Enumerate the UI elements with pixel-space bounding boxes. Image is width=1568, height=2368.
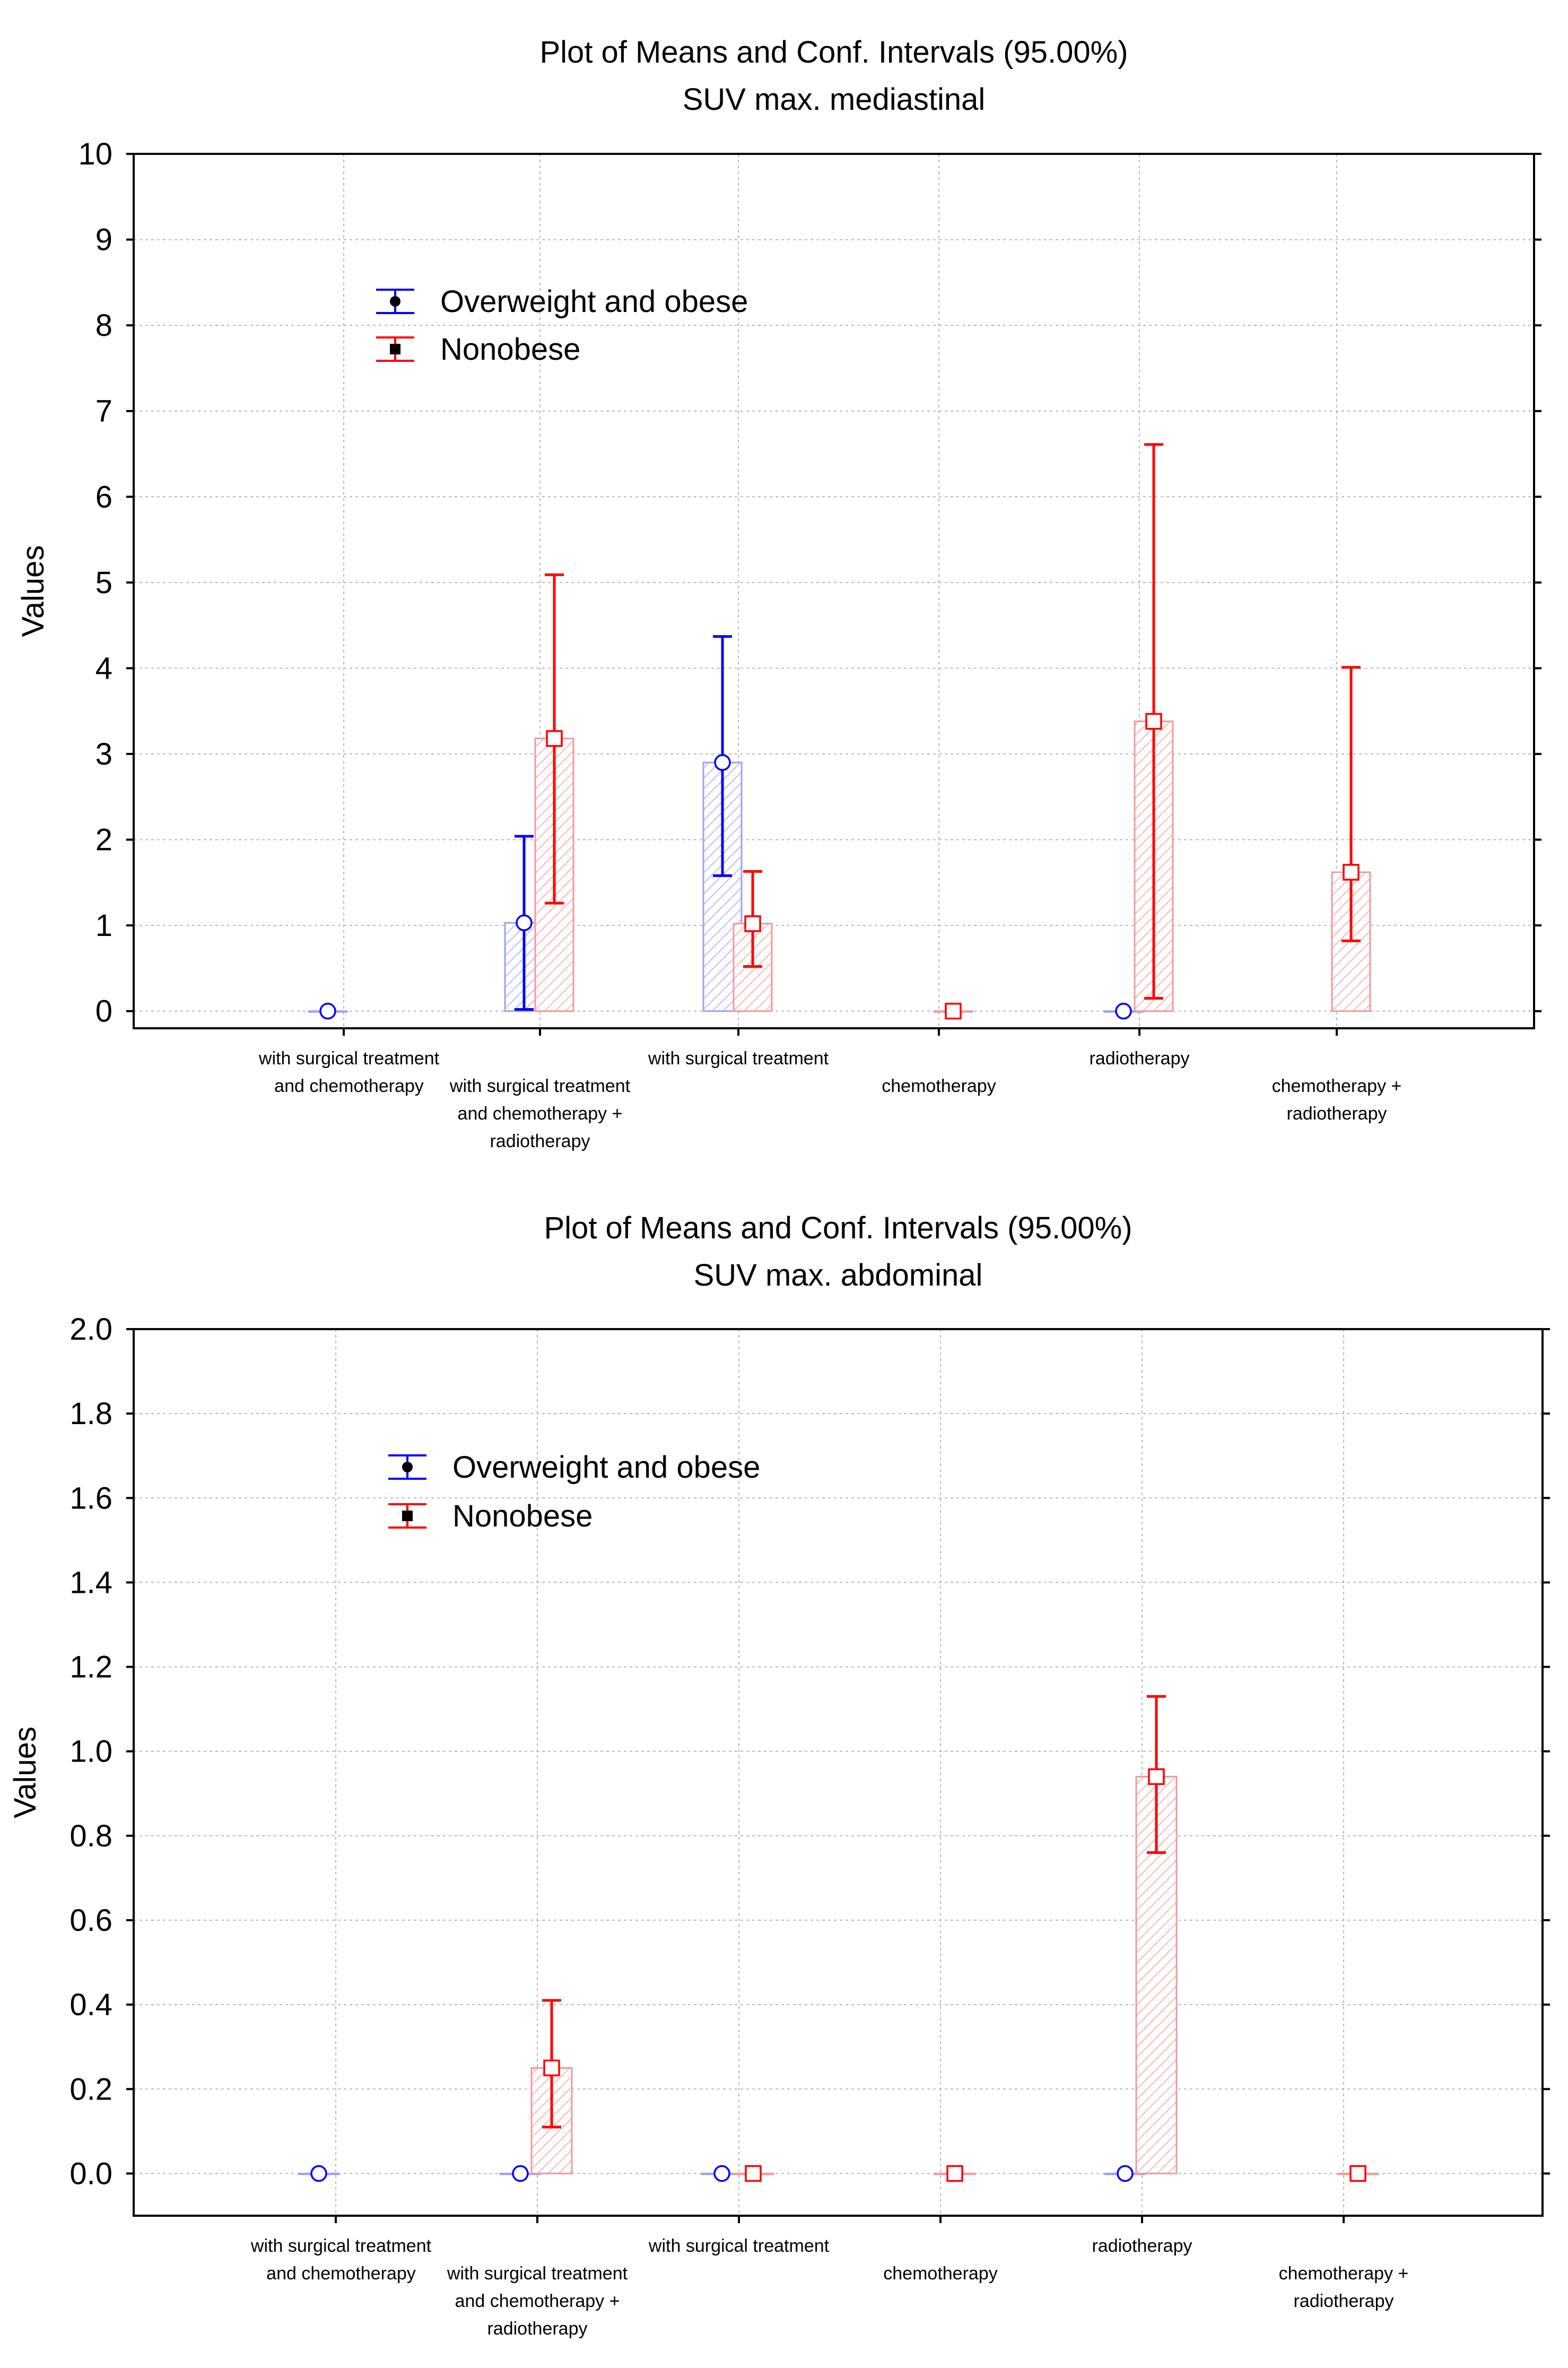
- chart-subtitle: SUV max. abdominal: [694, 1258, 983, 1293]
- x-category-label: chemotherapy +: [1272, 1076, 1402, 1096]
- x-category-label: and chemotherapy +: [455, 2291, 620, 2311]
- y-tick-label: 1.6: [69, 1481, 112, 1515]
- legend-square-icon: [402, 1511, 413, 1521]
- x-category-label: radiotherapy: [1089, 1048, 1189, 1069]
- nonobese-mean-marker: [745, 2165, 762, 2182]
- y-axis-label: Values: [8, 1727, 42, 1818]
- legend-label: Overweight and obese: [452, 1450, 760, 1485]
- legend-square-icon: [390, 344, 400, 354]
- nonobese-mean-marker: [1145, 713, 1162, 730]
- x-category-label: radiotherapy: [1092, 2236, 1192, 2256]
- x-category-label: and chemotherapy: [266, 2263, 416, 2284]
- y-tick-label: 10: [78, 137, 112, 171]
- nonobese-mean-marker: [546, 730, 563, 747]
- chart-title: Plot of Means and Conf. Intervals (95.00…: [539, 35, 1128, 70]
- y-tick-label: 0.8: [69, 1819, 112, 1853]
- overweight-mean-marker: [310, 2165, 327, 2182]
- y-tick-label: 2: [95, 823, 112, 857]
- plot-frame: [133, 1328, 1544, 2217]
- x-category-label: chemotherapy +: [1279, 2263, 1409, 2284]
- y-tick-label: 1.0: [69, 1734, 112, 1769]
- chart-1: Plot of Means and Conf. Intervals (95.00…: [16, 35, 1541, 1151]
- x-category-label: with surgical treatment: [250, 2236, 432, 2256]
- overweight-mean-marker: [1117, 2165, 1134, 2182]
- overweight-mean-marker: [714, 754, 731, 771]
- x-category-label: with surgical treatment: [648, 2236, 830, 2256]
- y-axis-label: Values: [16, 545, 50, 637]
- y-tick-label: 0.0: [69, 2156, 112, 2191]
- legend-label: Overweight and obese: [440, 284, 748, 319]
- nonobese-mean-marker: [945, 1002, 962, 1020]
- overweight-mean-marker: [713, 2165, 730, 2182]
- x-category-label: radiotherapy: [490, 1131, 590, 1151]
- x-category-label: with surgical treatment: [447, 2263, 628, 2284]
- overweight-mean-marker: [512, 2165, 529, 2182]
- legend-circle-icon: [402, 1462, 413, 1472]
- y-tick-label: 0.2: [69, 2072, 112, 2106]
- overweight-mean-marker: [516, 914, 533, 932]
- y-tick-label: 6: [95, 480, 112, 514]
- x-category-label: radiotherapy: [487, 2319, 587, 2339]
- y-tick-label: 5: [95, 566, 112, 600]
- x-category-label: with surgical treatment: [449, 1076, 631, 1096]
- legend-label: Nonobese: [440, 332, 580, 367]
- x-category-label: and chemotherapy: [274, 1076, 424, 1096]
- y-tick-label: 1.4: [69, 1565, 112, 1600]
- legend: Overweight and obese Nonobese: [376, 284, 748, 367]
- nonobese-mean-marker: [1148, 1768, 1165, 1785]
- x-category-label: with surgical treatment: [648, 1048, 829, 1069]
- y-tick-label: 8: [95, 308, 112, 343]
- chart-subtitle: SUV max. mediastinal: [683, 82, 986, 117]
- y-tick-label: 0.4: [69, 1988, 112, 2022]
- y-tick-label: 0: [95, 994, 112, 1029]
- y-tick-label: 7: [95, 394, 112, 429]
- legend: Overweight and obese Nonobese: [388, 1450, 760, 1533]
- nonobese-mean-marker: [1349, 2165, 1366, 2182]
- plot-frame: [133, 153, 1535, 1029]
- x-category-label: radiotherapy: [1293, 2291, 1393, 2311]
- legend-label: Nonobese: [452, 1499, 593, 1533]
- y-tick-label: 9: [95, 223, 112, 257]
- y-tick-label: 1.8: [69, 1396, 112, 1431]
- nonobese-mean-marker: [1343, 864, 1360, 881]
- nonobese-mean-marker: [946, 2165, 963, 2182]
- y-tick-label: 1.2: [69, 1650, 112, 1685]
- x-category-label: chemotherapy: [882, 1076, 996, 1096]
- x-category-label: and chemotherapy +: [458, 1104, 623, 1124]
- overweight-mean-marker: [1115, 1002, 1132, 1020]
- legend-circle-icon: [390, 296, 400, 307]
- y-tick-label: 4: [95, 651, 112, 686]
- overweight-mean-marker: [319, 1002, 336, 1020]
- chart-2: Plot of Means and Conf. Intervals (95.00…: [8, 1211, 1550, 2339]
- y-tick-label: 3: [95, 737, 112, 771]
- x-category-label: radiotherapy: [1286, 1104, 1387, 1124]
- y-tick-label: 1: [95, 908, 112, 943]
- x-category-label: chemotherapy: [883, 2263, 997, 2284]
- y-tick-label: 0.6: [69, 1903, 112, 1938]
- nonobese-mean-marker: [543, 2059, 560, 2077]
- nonobese-mean-marker: [744, 915, 761, 932]
- y-tick-label: 2.0: [69, 1312, 112, 1347]
- x-category-label: with surgical treatment: [258, 1048, 440, 1069]
- chart-title: Plot of Means and Conf. Intervals (95.00…: [544, 1211, 1132, 1245]
